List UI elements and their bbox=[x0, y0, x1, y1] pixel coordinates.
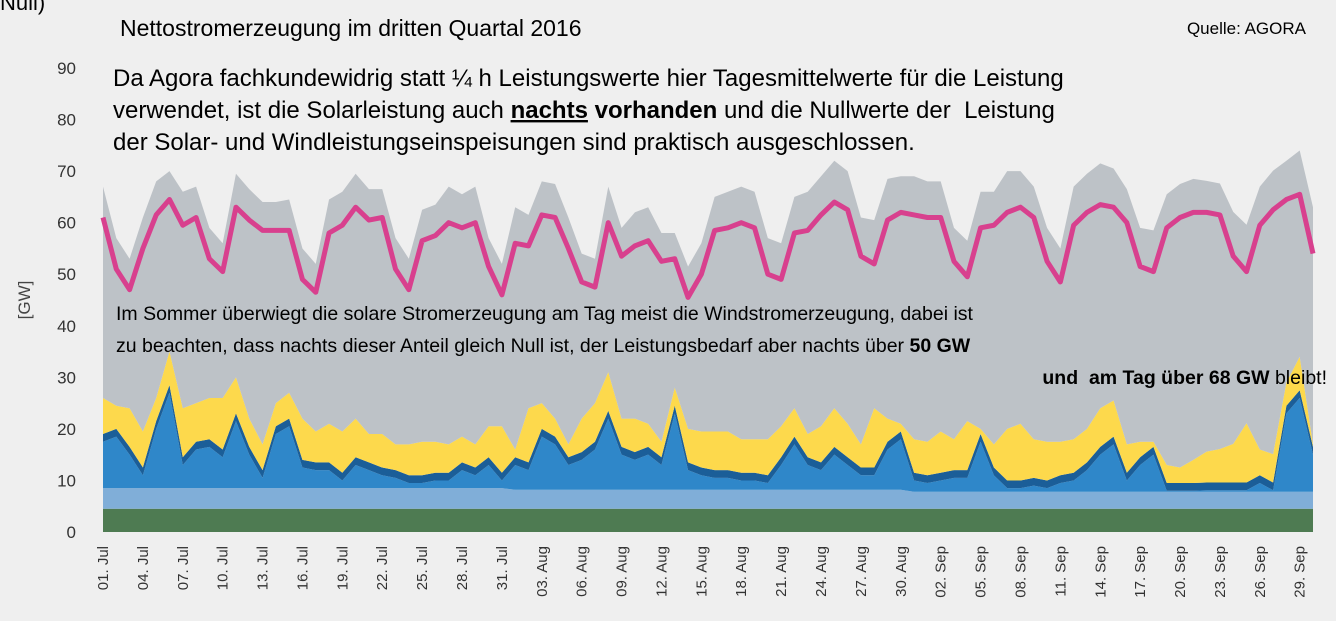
area bbox=[103, 150, 1313, 468]
x-tick-label: 22. Jul bbox=[374, 546, 391, 590]
x-tick-label: 18. Aug bbox=[733, 546, 750, 597]
chart-title: Nettostromerzeugung im dritten Quartal 2… bbox=[120, 15, 582, 41]
annotation-line: der Solar- und Windleistungseinspeisunge… bbox=[113, 129, 915, 156]
y-tick-label: 10 bbox=[57, 471, 76, 490]
y-tick-label: 40 bbox=[57, 317, 76, 336]
plot: 0 10 20 30 40 50 60 70 80 90 01. Jul 04. Jul 07. Jul… bbox=[57, 59, 1316, 598]
area bbox=[103, 351, 1313, 484]
y-tick-label: 20 bbox=[57, 420, 76, 439]
x-tick-label: 26. Sep bbox=[1252, 546, 1269, 598]
x-tick-label: 13. Jul bbox=[255, 546, 272, 590]
x-tick-label: 27. Aug bbox=[853, 546, 870, 597]
annotations: Da Agora fachkundewidrig statt ¼ h Leist… bbox=[113, 65, 1327, 389]
annotation-line: zu beachten, dass nachts dieser Anteil g… bbox=[116, 335, 971, 357]
x-tick-label: 24. Aug bbox=[813, 546, 830, 597]
x-tick-label: 29. Sep bbox=[1292, 546, 1309, 598]
x-tick-label: 19. Jul bbox=[334, 546, 351, 590]
area bbox=[103, 508, 1313, 532]
annotation-run: 50 GW bbox=[909, 335, 970, 357]
annotation-line: verwendet, ist die Solarleistung auch na… bbox=[113, 97, 1055, 124]
annotation-run: bleibt! bbox=[1270, 367, 1327, 389]
y-axis-label: [GW] bbox=[15, 281, 34, 320]
y-tick-label: 70 bbox=[57, 162, 76, 181]
annotation-run: verwendet, ist die Solarleistung auch bbox=[113, 97, 511, 124]
x-tick-label: 20. Sep bbox=[1172, 546, 1189, 598]
annotation-run: Da Agora fachkundewidrig statt ¼ h Leist… bbox=[113, 65, 1064, 92]
annotation-line: Da Agora fachkundewidrig statt ¼ h Leist… bbox=[113, 65, 1064, 92]
y-tick-label: 60 bbox=[57, 214, 76, 233]
annotation-run: der Solar- und Windleistungseinspeisunge… bbox=[113, 129, 915, 156]
x-tick-label: 15. Aug bbox=[693, 546, 710, 597]
area bbox=[103, 385, 1313, 491]
x-tick-label: 10. Jul bbox=[215, 546, 232, 590]
source: Quelle: AGORA bbox=[1187, 19, 1307, 38]
x-tick-label: 12. Aug bbox=[653, 546, 670, 597]
x-tick-label: 07. Jul bbox=[175, 546, 192, 590]
x-tick-label: 21. Aug bbox=[773, 546, 790, 597]
annotation-run: und die Nullwerte der Leistung bbox=[717, 97, 1055, 124]
x-tick-label: 14. Sep bbox=[1092, 546, 1109, 598]
y-tick-label: 50 bbox=[57, 265, 76, 284]
annotation-line: Im Sommer überwiegt die solare Stromerze… bbox=[116, 303, 974, 325]
x-tick-label: 31. Jul bbox=[494, 546, 511, 590]
y-tick-label: 90 bbox=[57, 59, 76, 78]
annotation-run: zu beachten, dass nachts dieser Anteil g… bbox=[116, 335, 909, 357]
x-tick-label: 28. Jul bbox=[454, 546, 471, 590]
x-tick-label: 08. Sep bbox=[1012, 546, 1029, 598]
area bbox=[103, 488, 1313, 509]
x-tick-label: 25. Jul bbox=[414, 546, 431, 590]
x-tick-label: 17. Sep bbox=[1132, 546, 1149, 598]
x-tick-label: 23. Sep bbox=[1212, 546, 1229, 598]
area bbox=[103, 392, 1313, 492]
line bbox=[100, 191, 1316, 300]
x-tick-label: 04. Jul bbox=[135, 546, 152, 590]
x-tick-label: 11. Sep bbox=[1052, 546, 1069, 597]
annotation-run: und am Tag über 68 GW bbox=[1042, 367, 1270, 389]
y-tick-label: 0 bbox=[67, 523, 76, 542]
y-tick-label: 30 bbox=[57, 368, 76, 387]
y-tick-label: 80 bbox=[57, 111, 76, 130]
annotation-run: vorhanden bbox=[588, 97, 717, 124]
annotation-run: nachts bbox=[511, 97, 588, 124]
x-tick-label: 02. Sep bbox=[933, 546, 950, 598]
x-tick-label: 03. Aug bbox=[534, 546, 551, 597]
x-tick-label: 16. Jul bbox=[294, 546, 311, 590]
annotation-line: und am Tag über 68 GW bleibt! bbox=[1042, 367, 1327, 389]
x-tick-label: 01. Jul bbox=[95, 546, 112, 590]
x-tick-label: 09. Aug bbox=[614, 546, 631, 597]
x-tick-label: 06. Aug bbox=[574, 546, 591, 597]
x-tick-label: 30. Aug bbox=[893, 546, 910, 597]
x-tick-label: 05. Sep bbox=[973, 546, 990, 598]
annotation-run: Im Sommer überwiegt die solare Stromerze… bbox=[116, 303, 974, 325]
corner-note: Null) bbox=[0, 0, 45, 15]
